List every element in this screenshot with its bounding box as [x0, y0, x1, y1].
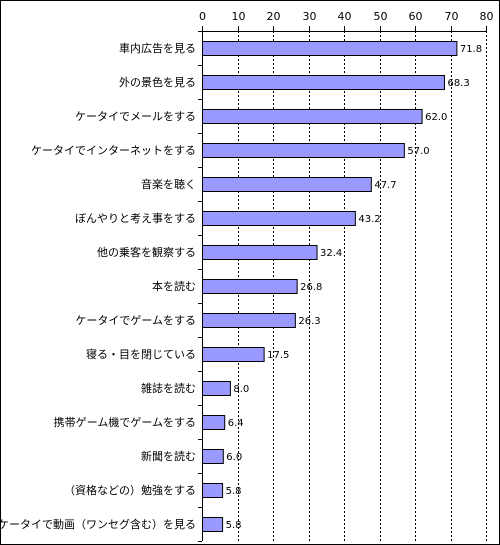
category-label-6: ぼんやりと考え事をする	[75, 212, 196, 225]
category-label-14: （資格などの）勉強をする	[64, 483, 196, 497]
value-label-9: 26.3	[298, 316, 320, 327]
x-tick-label-20: 20	[267, 10, 281, 23]
bar-2	[202, 75, 445, 90]
value-label-8: 26.8	[300, 282, 322, 293]
axes	[198, 26, 487, 542]
category-label-2: 外の景色を見る	[119, 75, 196, 89]
bar-4	[202, 143, 405, 158]
bar-9	[202, 313, 296, 328]
x-tick-label-80: 80	[480, 10, 494, 23]
category-label-5: 音楽を聴く	[141, 177, 196, 191]
category-label-13: 新聞を読む	[141, 449, 196, 463]
category-label-15: ケータイで動画（ワンセグ含む）を見る	[1, 517, 196, 531]
bar-8	[202, 279, 298, 294]
value-label-14: 5.8	[226, 486, 242, 497]
labels: 0 10 20 30 40 50 60 70 80 車内広告を見る 71.8 外の景色を見る 68.3 ケ…	[1, 10, 494, 531]
value-label-4: 57.0	[407, 146, 429, 157]
x-tick-label-70: 70	[445, 10, 459, 23]
bar-12	[202, 415, 226, 430]
x-tick-label-10: 10	[232, 10, 246, 23]
category-label-10: 寝る・目を閉じている	[86, 347, 196, 361]
bar-11	[202, 381, 231, 396]
value-label-3: 62.0	[425, 112, 447, 123]
category-label-1: 車内広告を見る	[119, 41, 196, 55]
value-label-6: 43.2	[358, 214, 380, 225]
value-label-10: 17.5	[267, 350, 289, 361]
value-label-5: 47.7	[374, 180, 396, 191]
category-label-12: 携帯ゲーム機でゲームをする	[54, 415, 196, 429]
bar-10	[202, 347, 265, 362]
value-label-7: 32.4	[320, 248, 342, 259]
x-tick-label-0: 0	[199, 10, 206, 23]
bar-15	[202, 517, 224, 532]
bar-5	[202, 177, 372, 192]
value-label-15: 5.8	[226, 520, 242, 531]
bar-14	[202, 483, 224, 498]
bar-6	[202, 211, 356, 226]
bar-7	[202, 245, 318, 260]
x-tick-label-30: 30	[303, 10, 317, 23]
x-tick-label-40: 40	[338, 10, 352, 23]
category-label-8: 本を読む	[152, 279, 196, 293]
bar-1	[202, 41, 458, 56]
x-tick-label-60: 60	[409, 10, 423, 23]
category-label-3: ケータイでメールをする	[75, 110, 196, 123]
category-label-7: 他の乗客を観察する	[97, 245, 196, 259]
x-tick-label-50: 50	[374, 10, 388, 23]
value-label-13: 6.0	[226, 452, 242, 463]
value-label-2: 68.3	[447, 78, 469, 89]
category-label-9: ケータイでゲームをする	[75, 314, 196, 327]
category-label-4: ケータイでインターネットをする	[31, 144, 196, 157]
value-label-12: 6.4	[228, 418, 244, 429]
bars	[202, 41, 458, 532]
value-label-11: 8.0	[233, 384, 249, 395]
bar-13	[202, 449, 224, 464]
bar-3	[202, 109, 423, 124]
category-label-11: 雑誌を読む	[141, 381, 196, 395]
value-label-1: 71.8	[460, 44, 482, 55]
